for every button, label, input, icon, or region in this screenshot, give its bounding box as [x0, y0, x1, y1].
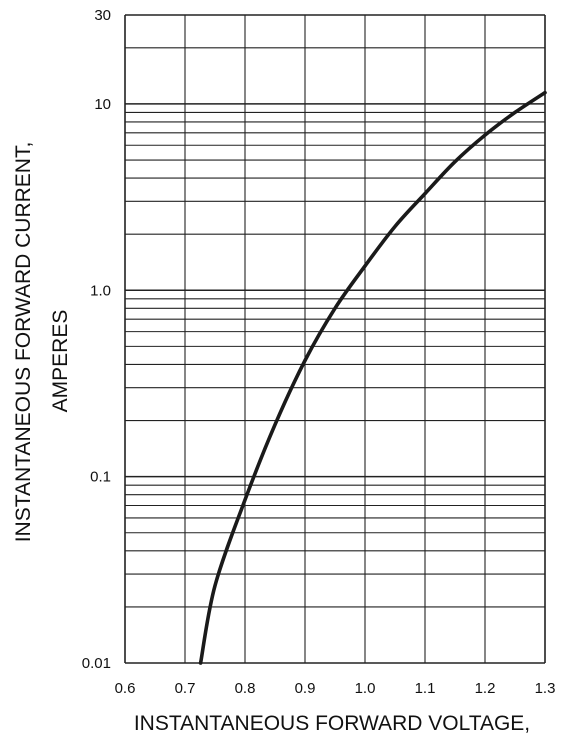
- y-axis-title-line-1: INSTANTANEOUS FORWARD CURRENT,: [12, 142, 35, 543]
- x-tick-label: 0.6: [115, 680, 136, 697]
- x-axis-title: INSTANTANEOUS FORWARD VOLTAGE,: [134, 712, 530, 735]
- grid: [124, 14, 546, 664]
- x-tick-label: 0.8: [235, 680, 256, 697]
- y-tick-label: 10: [94, 96, 111, 113]
- y-tick-label: 30: [94, 7, 111, 24]
- x-tick-label: 1.1: [415, 680, 436, 697]
- forward-current-curve: [198, 90, 547, 665]
- x-tick-label: 0.9: [295, 680, 316, 697]
- curve-layer: [198, 90, 547, 665]
- y-tick-label: 1.0: [90, 282, 111, 299]
- x-tick-label: 1.0: [355, 680, 376, 697]
- y-tick-label: 0.01: [82, 655, 111, 672]
- y-tick-label: 0.1: [90, 469, 111, 486]
- y-axis-title-line-2: AMPERES: [49, 310, 72, 413]
- tick-labels: 0.6 0.7 0.8 0.9 1.0 1.1 1.2 1.3 0.01 0.1 1.0 10 30: [82, 7, 556, 697]
- x-tick-label: 0.7: [175, 680, 196, 697]
- x-tick-label: 1.3: [535, 680, 556, 697]
- x-tick-label: 1.2: [475, 680, 496, 697]
